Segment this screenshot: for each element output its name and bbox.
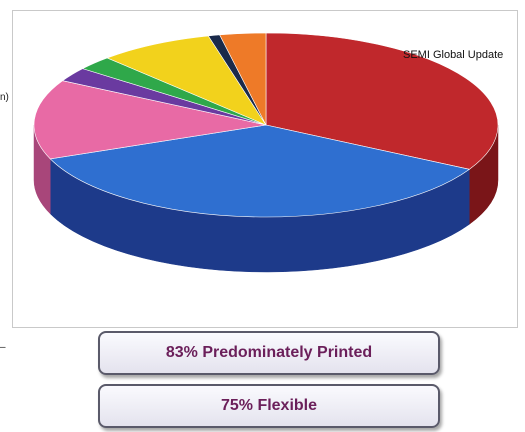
pie-chart — [33, 32, 499, 273]
pie-side-walls — [33, 124, 499, 273]
cropped-left-mark: – — [0, 342, 6, 353]
pie-slice-2 — [33, 80, 267, 160]
callout-printed: 83% Predominately Printed — [98, 331, 440, 375]
pie-slice-0 — [265, 32, 499, 170]
chart-frame: SEMI Global Update — [12, 10, 518, 328]
pie-top-faces — [33, 32, 499, 218]
pie-slice-7 — [219, 32, 267, 126]
pie-slice-1 — [49, 124, 471, 218]
callout-flexible: 75% Flexible — [98, 384, 440, 428]
pie-slice-5 — [106, 35, 267, 126]
cropped-left-label: n) — [0, 92, 9, 103]
source-label: SEMI Global Update — [403, 49, 504, 61]
